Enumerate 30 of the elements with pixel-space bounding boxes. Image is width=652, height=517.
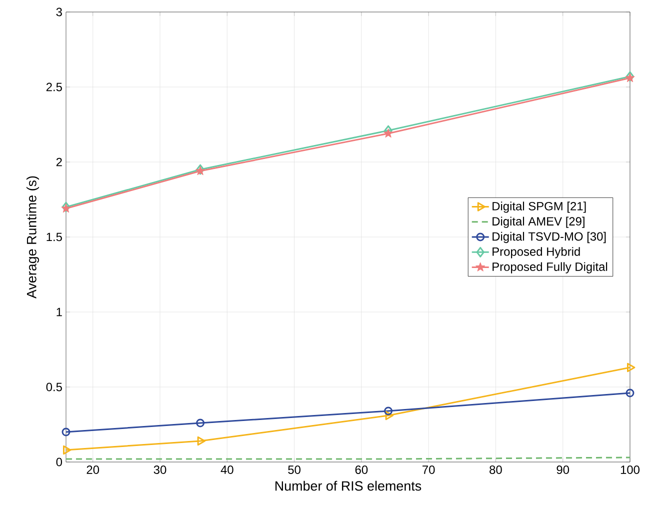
point [196,418,205,428]
point [384,406,393,416]
y-axis-title: Average Runtime (s) [26,176,40,299]
point [385,410,394,420]
y-tick-label: 3 [56,8,62,16]
x-tick-label: 20 [86,466,100,474]
y-tick-label: 2 [56,158,62,166]
point [63,445,72,455]
x-tick-label: 70 [422,466,435,474]
x-tick-label: 90 [556,466,570,474]
x-tick-label: 30 [154,466,166,474]
legend-label: Digital AMEV [29] [492,216,584,228]
x-tick-label: 80 [490,466,502,474]
legend-label: Digital SPGM [21] [492,202,586,213]
legend-label: Proposed Hybrid [492,247,580,258]
legend-label: Digital TSVD-MO [30] [492,232,606,244]
x-axis-title: Number of RIS elements [275,480,422,491]
legend-label: Proposed Fully Digital [492,262,608,274]
x-tick-label: 100 [620,466,640,474]
y-tick-label: 1 [56,308,62,316]
y-tick-label: 0.5 [46,382,62,392]
point [197,436,206,446]
x-tick-label: 40 [220,466,234,474]
point [383,128,394,138]
x-tick-label: 50 [288,466,300,474]
point [627,362,636,372]
y-tick-label: 2.5 [46,82,62,92]
y-tick-label: 1.5 [46,232,62,242]
x-tick-label: 60 [355,466,368,474]
y-tick-label: 0 [56,458,62,466]
